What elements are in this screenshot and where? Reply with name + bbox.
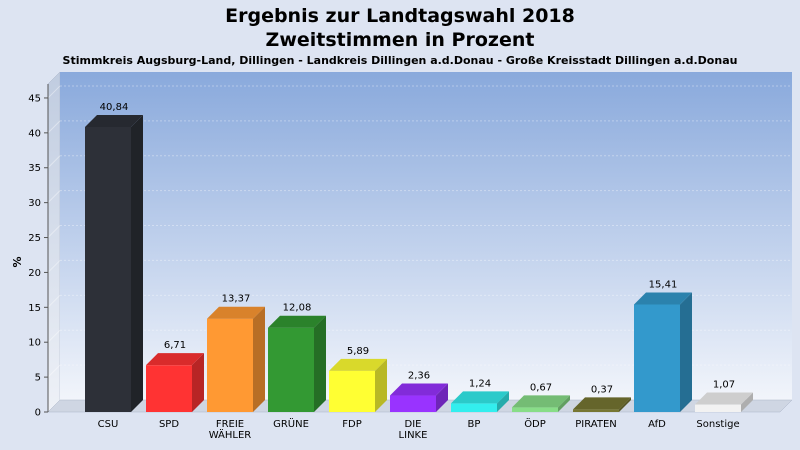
bar: 12,08 <box>268 303 326 412</box>
data-label: 6,71 <box>164 340 186 351</box>
bar-front <box>146 365 192 412</box>
x-tick-label: BP <box>468 419 481 430</box>
data-label: 12,08 <box>283 303 312 314</box>
bar-front <box>634 304 680 412</box>
bar-top <box>329 358 387 371</box>
bar-top <box>268 315 326 328</box>
x-tick-label: PIRATEN <box>575 419 617 430</box>
x-tick-label: FREIE WÄHLER <box>209 419 252 441</box>
bar: 40,84 <box>85 102 143 412</box>
bar-side <box>680 292 692 412</box>
bars: 40,84 6,71 13,37 12,08 5,89 2,36 1,24 0,67 0,37 1… <box>85 102 753 412</box>
data-label: 5,89 <box>347 346 369 357</box>
x-tick-label: CSU <box>98 419 119 430</box>
y-axis-label: % <box>11 256 24 267</box>
grid-line-side <box>47 190 61 203</box>
bar-side <box>497 391 509 412</box>
bar-side <box>741 392 753 412</box>
bar: 13,37 <box>207 294 265 412</box>
bar-top <box>695 392 753 405</box>
x-axis: CSU SPD FREIE WÄHLER GRÜNE FDP DIE LINKE BP ÖDP PI… <box>98 417 740 441</box>
x-tick-label: GRÜNE <box>273 417 309 430</box>
bar-top <box>207 306 265 319</box>
y-tick-label: 30 <box>28 198 41 209</box>
bar: 2,36 <box>390 371 448 412</box>
bar-top <box>451 391 509 404</box>
chart-title-line2: Zweitstimmen in Prozent <box>265 29 535 51</box>
bar-side <box>192 353 204 412</box>
bar-front <box>512 407 558 412</box>
bar: 0,37 <box>573 384 631 412</box>
x-tick-label: DIE LINKE <box>399 419 428 441</box>
x-tick-label: ÖDP <box>524 417 546 430</box>
grid-line-side <box>47 85 61 99</box>
x-tick-label: AfD <box>648 419 666 430</box>
bar-top <box>634 292 692 305</box>
bar: 5,89 <box>329 346 387 412</box>
y-tick-label: 25 <box>28 233 41 244</box>
y-tick-label: 40 <box>28 128 41 139</box>
y-tick-label: 35 <box>28 163 41 174</box>
chart-subtitle: Stimmkreis Augsburg-Land, Dillingen - La… <box>62 54 738 67</box>
y-tick-label: 20 <box>28 268 41 279</box>
bar-top <box>390 383 448 396</box>
bar-front <box>451 403 497 412</box>
y-axis: 0 5 10 15 20 25 30 35 40 45% <box>11 84 49 419</box>
bar-front <box>85 126 131 412</box>
bar-front <box>695 404 741 412</box>
bar-top <box>573 397 631 410</box>
bar-side <box>619 397 631 412</box>
bar: 0,67 <box>512 382 570 412</box>
bar: 1,24 <box>451 378 509 412</box>
bar-top <box>85 114 143 127</box>
y-tick-label: 5 <box>35 373 41 384</box>
data-label: 1,07 <box>713 380 735 391</box>
grid-line-side <box>47 155 61 169</box>
bar-front <box>268 327 314 412</box>
grid-line-side <box>47 364 61 378</box>
bar: 1,07 <box>695 380 753 412</box>
grid-line-side <box>47 120 61 134</box>
bar-side <box>375 358 387 412</box>
bar-side <box>314 315 326 412</box>
bar-front <box>573 409 619 412</box>
data-label: 40,84 <box>100 102 129 113</box>
grid-line-side <box>47 260 61 273</box>
bar: 6,71 <box>146 340 204 412</box>
x-tick-label: Sonstige <box>696 419 739 430</box>
bar-top <box>146 353 204 366</box>
chart-title: Ergebnis zur Landtagswahl 2018 Zweitstim… <box>0 4 800 52</box>
y-tick-label: 45 <box>28 93 41 104</box>
y-tick-label: 15 <box>28 303 41 314</box>
data-label: 2,36 <box>408 371 430 382</box>
bar-front <box>329 370 375 412</box>
data-label: 0,37 <box>591 384 613 395</box>
data-label: 13,37 <box>222 294 251 305</box>
bar-side <box>253 306 265 412</box>
bar-top <box>512 395 570 408</box>
bar: 15,41 <box>634 279 692 412</box>
data-label: 0,67 <box>530 382 552 393</box>
bar-front <box>207 318 253 412</box>
data-label: 15,41 <box>649 279 678 290</box>
grid-line-side <box>47 225 61 238</box>
bar-side <box>558 395 570 412</box>
data-label: 1,24 <box>469 378 491 389</box>
y-tick-label: 10 <box>28 338 41 349</box>
grid-line-side <box>47 329 61 343</box>
bar-front <box>390 395 436 412</box>
y-tick-label: 0 <box>35 408 41 419</box>
chart-title-line1: Ergebnis zur Landtagswahl 2018 <box>225 5 575 27</box>
bar-side <box>131 114 143 412</box>
x-tick-label: SPD <box>159 419 179 430</box>
bar-side <box>436 383 448 412</box>
x-tick-label: FDP <box>342 419 361 430</box>
grid-line-side <box>47 294 61 308</box>
